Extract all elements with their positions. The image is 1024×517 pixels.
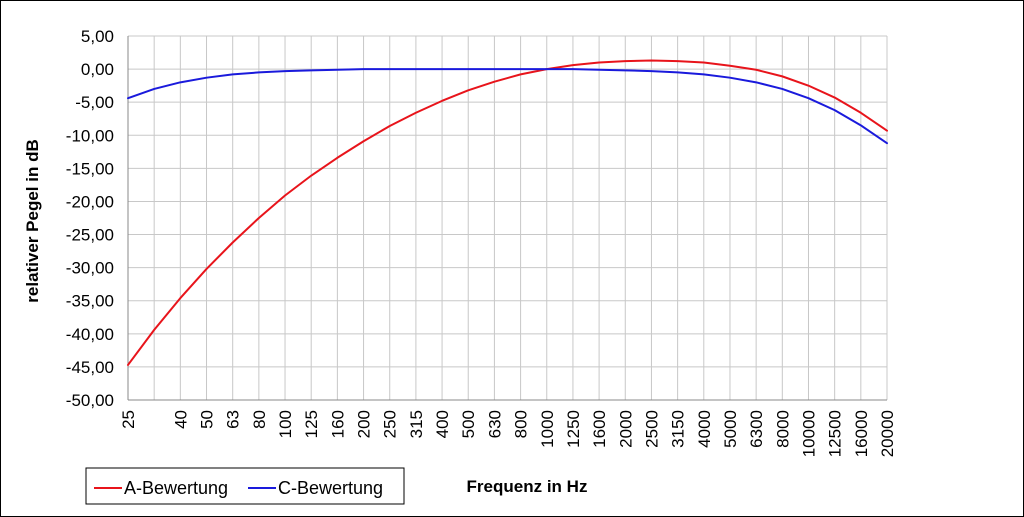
x-tick-label: 250 (381, 410, 400, 438)
x-tick-label: 2000 (616, 410, 635, 448)
x-tick-label: 25 (119, 410, 138, 429)
x-tick-label: 40 (171, 410, 190, 429)
y-tick-label: -20,00 (66, 192, 114, 211)
x-tick-label: 8000 (773, 410, 792, 448)
x-tick-label: 3150 (669, 410, 688, 448)
x-tick-label: 50 (198, 410, 217, 429)
x-tick-label: 2500 (642, 410, 661, 448)
x-tick-label: 400 (433, 410, 452, 438)
x-tick-label: 160 (328, 410, 347, 438)
x-tick-label: 63 (224, 410, 243, 429)
y-tick-label: 0,00 (81, 60, 114, 79)
x-tick-label: 12500 (826, 410, 845, 457)
series-lines (127, 59, 888, 366)
x-tick-label: 5000 (721, 410, 740, 448)
y-axis-tick-labels: 5,00 0,00 -5,00 -10,00 -15,00 -20,00 -25,00 -30… (66, 27, 114, 410)
x-tick-label: 500 (459, 410, 478, 438)
x-tick-label: 16000 (852, 410, 871, 457)
y-tick-label: -10,00 (66, 126, 114, 145)
legend-label-a: A-Bewertung (124, 478, 228, 498)
y-tick-label: -30,00 (66, 259, 114, 278)
y-axis-title: relativer Pegel in dB (23, 139, 42, 302)
y-tick-label: -40,00 (66, 325, 114, 344)
legend-box (85, 467, 405, 505)
x-tick-label: 315 (407, 410, 426, 438)
y-tick-label: -5,00 (75, 93, 114, 112)
x-tick-label: 100 (276, 410, 295, 438)
legend: A-Bewertung C-Bewertung (85, 467, 405, 505)
x-tick-label: 1600 (590, 410, 609, 448)
x-axis-title: Frequenz in Hz (467, 477, 588, 496)
legend-label-c: C-Bewertung (278, 478, 383, 498)
y-tick-label: -50,00 (66, 391, 114, 410)
x-tick-label: 800 (512, 410, 531, 438)
y-tick-label: -25,00 (66, 226, 114, 245)
y-tick-label: 5,00 (81, 27, 114, 46)
x-tick-label: 200 (355, 410, 374, 438)
x-tick-label: 20000 (878, 410, 897, 457)
series-line-a-bewertung (127, 59, 888, 366)
series-line-c-bewertung (127, 68, 888, 145)
x-axis-tick-labels: 25 40 50 63 80 100 125 160 200 250 315 400 500 630 800… (119, 410, 897, 457)
y-tick-label: -15,00 (66, 159, 114, 178)
x-tick-label: 4000 (695, 410, 714, 448)
x-tick-label: 125 (302, 410, 321, 438)
x-tick-label: 1250 (564, 410, 583, 448)
x-tick-label: 630 (485, 410, 504, 438)
x-tick-label: 1000 (538, 410, 557, 448)
x-tick-label: 80 (250, 410, 269, 429)
x-tick-label: 10000 (799, 410, 818, 457)
x-tick-label: 6300 (747, 410, 766, 448)
grid-lines (127, 35, 888, 401)
y-tick-label: -35,00 (66, 292, 114, 311)
y-tick-label: -45,00 (66, 358, 114, 377)
